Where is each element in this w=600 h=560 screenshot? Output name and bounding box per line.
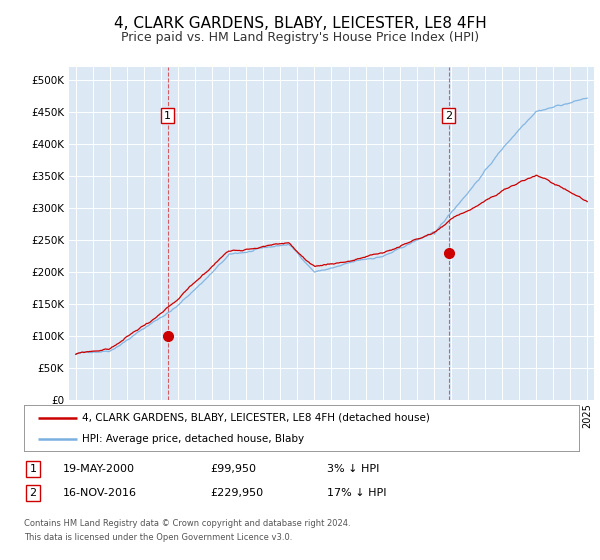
- Text: 2: 2: [445, 110, 452, 120]
- Text: 3% ↓ HPI: 3% ↓ HPI: [327, 464, 379, 474]
- Text: Price paid vs. HM Land Registry's House Price Index (HPI): Price paid vs. HM Land Registry's House …: [121, 31, 479, 44]
- Text: £229,950: £229,950: [210, 488, 263, 498]
- Text: 4, CLARK GARDENS, BLABY, LEICESTER, LE8 4FH (detached house): 4, CLARK GARDENS, BLABY, LEICESTER, LE8 …: [82, 413, 430, 423]
- Text: Contains HM Land Registry data © Crown copyright and database right 2024.: Contains HM Land Registry data © Crown c…: [24, 519, 350, 528]
- Text: 1: 1: [29, 464, 37, 474]
- Text: £99,950: £99,950: [210, 464, 256, 474]
- Text: 17% ↓ HPI: 17% ↓ HPI: [327, 488, 386, 498]
- Text: HPI: Average price, detached house, Blaby: HPI: Average price, detached house, Blab…: [82, 434, 304, 444]
- Text: 16-NOV-2016: 16-NOV-2016: [63, 488, 137, 498]
- Text: 19-MAY-2000: 19-MAY-2000: [63, 464, 135, 474]
- Text: 2: 2: [29, 488, 37, 498]
- Text: 1: 1: [164, 110, 171, 120]
- Text: This data is licensed under the Open Government Licence v3.0.: This data is licensed under the Open Gov…: [24, 533, 292, 542]
- Text: 4, CLARK GARDENS, BLABY, LEICESTER, LE8 4FH: 4, CLARK GARDENS, BLABY, LEICESTER, LE8 …: [113, 16, 487, 31]
